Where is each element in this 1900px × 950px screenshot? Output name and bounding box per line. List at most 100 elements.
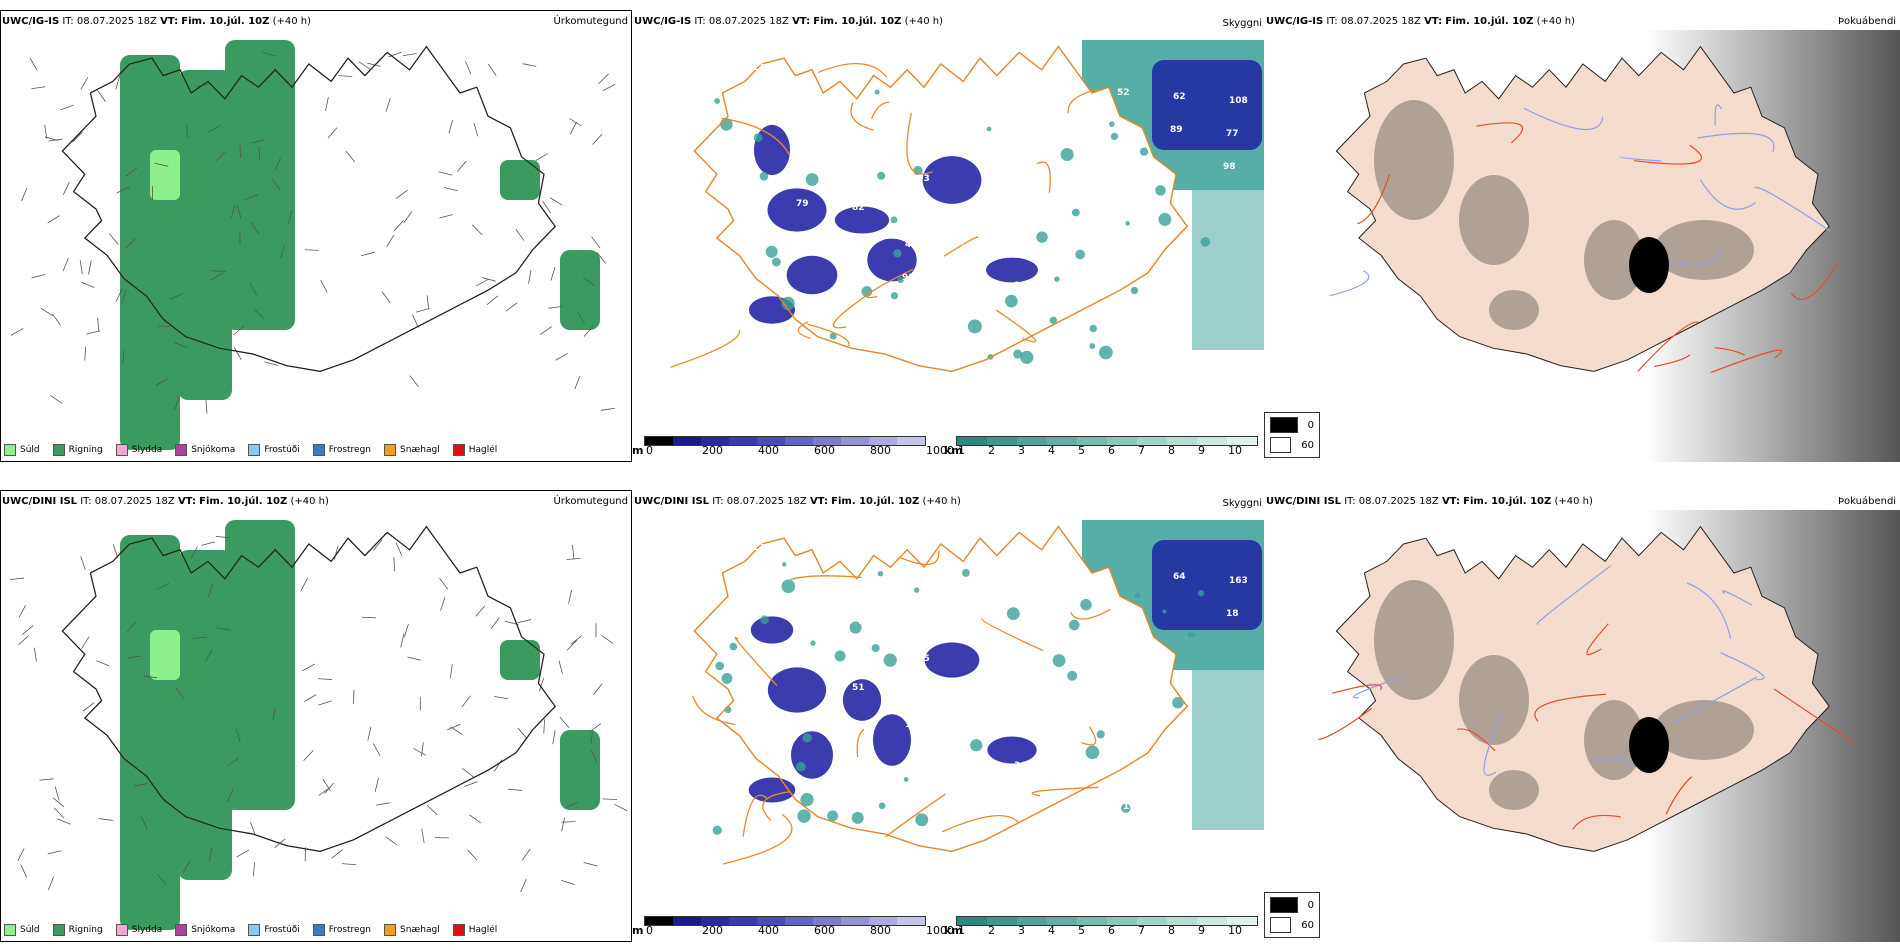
panel-title: UWC/DINI ISL IT: 08.07.2025 18Z VT: Fim.…: [1266, 496, 1593, 507]
legend-swatch: [175, 924, 188, 936]
colorbar-cell: [1197, 917, 1227, 925]
colorbar-tick: 1: [958, 924, 965, 937]
panel-label: Skyggni: [1222, 498, 1262, 509]
legend-item-4: Frostúði: [248, 924, 300, 936]
cloud-base-label: 135: [911, 654, 930, 664]
colorbar-cell: [987, 917, 1017, 925]
fog-key-label: 60: [1301, 439, 1314, 451]
colorbar-tick: 0: [646, 924, 653, 937]
cloud-base-label: 108: [1229, 96, 1248, 106]
fog-panel-igis: UWC/IG-IS IT: 08.07.2025 18Z VT: Fim. 10…: [1264, 10, 1900, 462]
legend-swatch: [175, 444, 188, 456]
colorbar-cell: [645, 917, 673, 925]
fog-key-swatch: [1270, 417, 1298, 433]
cloud-base-label: 120: [1070, 765, 1089, 775]
cloud-base-label: 172: [1123, 802, 1142, 812]
colorbar-cell: [957, 917, 987, 925]
cloud-base-label: 122: [805, 100, 824, 110]
legend-item-6: Snæhagl: [384, 444, 440, 456]
legend-swatch: [52, 444, 65, 456]
colorbar-cell: [1137, 917, 1167, 925]
colorbar-cells: [644, 436, 926, 446]
colorbar-unit: m: [632, 924, 644, 937]
legend-label: Frostúði: [264, 925, 300, 935]
colorbar-tick: 5: [1078, 924, 1085, 937]
precip-legend: Súld Rigning Slydda Snjókoma Frostúði Frostre…: [4, 444, 497, 456]
legend-label: Rigning: [68, 445, 103, 455]
legend-swatch: [452, 924, 465, 936]
cloud-base-label: 93: [902, 273, 915, 283]
legend-swatch: [4, 444, 16, 456]
cloud-base-label: 81: [802, 613, 815, 623]
colorbar-tick: 2: [988, 444, 995, 457]
legend-swatch: [452, 444, 465, 456]
legend-swatch: [384, 444, 397, 456]
legend-swatch: [115, 444, 128, 456]
legend-item-3: Snjókoma: [175, 444, 235, 456]
legend-swatch: [248, 924, 261, 936]
colorbar-cell: [1167, 437, 1197, 445]
colorbar-tick: 8: [1168, 924, 1175, 937]
colorbar-cell: [645, 437, 673, 445]
legend-label: Haglél: [468, 925, 498, 935]
cloud-base-label: 136: [752, 63, 771, 73]
colorbar-tick: 5: [1078, 444, 1085, 457]
colorbar-cell: [1077, 437, 1107, 445]
colorbar-cell: [1227, 437, 1257, 445]
fog-index-key: 0 60: [1264, 412, 1320, 458]
cloud-panel-dini: UWC/DINI ISL IT: 08.07.2025 18Z VT: Fim.…: [632, 490, 1264, 942]
cloud-base-label: 64: [1173, 572, 1186, 582]
panel-title: UWC/IG-IS IT: 08.07.2025 18Z VT: Fim. 10…: [2, 16, 311, 27]
colorbar-cell: [1137, 437, 1167, 445]
cloud-base-label: 96: [805, 580, 818, 590]
legend-label: Frostregn: [328, 925, 372, 935]
colorbar-cells: [644, 916, 926, 926]
colorbar-tick: 3: [1018, 444, 1025, 457]
colorbar-cell: [785, 917, 813, 925]
cloud-base-label: 89: [1170, 125, 1183, 135]
legend-label: Snjókoma: [191, 925, 236, 935]
legend-label: Súld: [20, 445, 40, 455]
cloud-base-label: 103: [911, 174, 930, 184]
precip-legend: Súld Rigning Slydda Snjókoma Frostúði Frostre…: [4, 924, 497, 936]
colorbar-tick: 0: [646, 444, 653, 457]
cloud-base-label: 103: [1120, 355, 1139, 365]
colorbar-tick: 600: [814, 444, 835, 457]
legend-label: Snæhagl: [400, 925, 440, 935]
cloud-panel-igis: UWC/IG-IS IT: 08.07.2025 18Z VT: Fim. 10…: [632, 10, 1264, 462]
colorbar-cell: [841, 437, 869, 445]
fog-key-row-1: 60: [1270, 917, 1314, 933]
panel-title: UWC/IG-IS IT: 08.07.2025 18Z VT: Fim. 10…: [1266, 16, 1575, 27]
colorbar-cell: [673, 917, 701, 925]
legend-label: Rigning: [68, 925, 103, 935]
colorbar-cells: [956, 436, 1258, 446]
panel-label: Úrkomutegund: [553, 16, 628, 27]
colorbar-tick: 4: [1048, 444, 1055, 457]
cloud-base-label: 122: [908, 207, 927, 217]
cloud-base-label: 53: [799, 646, 812, 656]
panel-title: UWC/IG-IS IT: 08.07.2025 18Z VT: Fim. 10…: [634, 16, 943, 27]
colorbar-cell: [1017, 437, 1047, 445]
colorbar-tick: 7: [1138, 444, 1145, 457]
colorbar-tick: 9: [1198, 444, 1205, 457]
cloud-base-label: 120: [752, 543, 771, 553]
legend-label: Snjókoma: [191, 445, 236, 455]
cloud-base-label: 125: [964, 211, 983, 221]
colorbar-cell: [701, 437, 729, 445]
fog-key-label: 0: [1307, 419, 1314, 431]
ceiling-colorbar: m 0 200 400 600 800 1000: [632, 916, 954, 940]
legend-swatch: [312, 924, 325, 936]
cloud-base-label: 163: [1229, 576, 1248, 586]
cloud-base-label: 112: [1070, 285, 1089, 295]
colorbar-cell: [1227, 917, 1257, 925]
cloud-base-label: 72: [1064, 351, 1077, 361]
colorbar-cell: [1047, 437, 1077, 445]
colorbar-tick: 600: [814, 924, 835, 937]
legend-swatch: [52, 924, 65, 936]
colorbar-tick: 3: [1018, 924, 1025, 937]
precip-map: [0, 490, 632, 942]
colorbar-cell: [729, 437, 757, 445]
cloud-base-label: 104: [858, 137, 877, 147]
legend-item-6: Snæhagl: [384, 924, 440, 936]
legend-swatch: [312, 444, 325, 456]
